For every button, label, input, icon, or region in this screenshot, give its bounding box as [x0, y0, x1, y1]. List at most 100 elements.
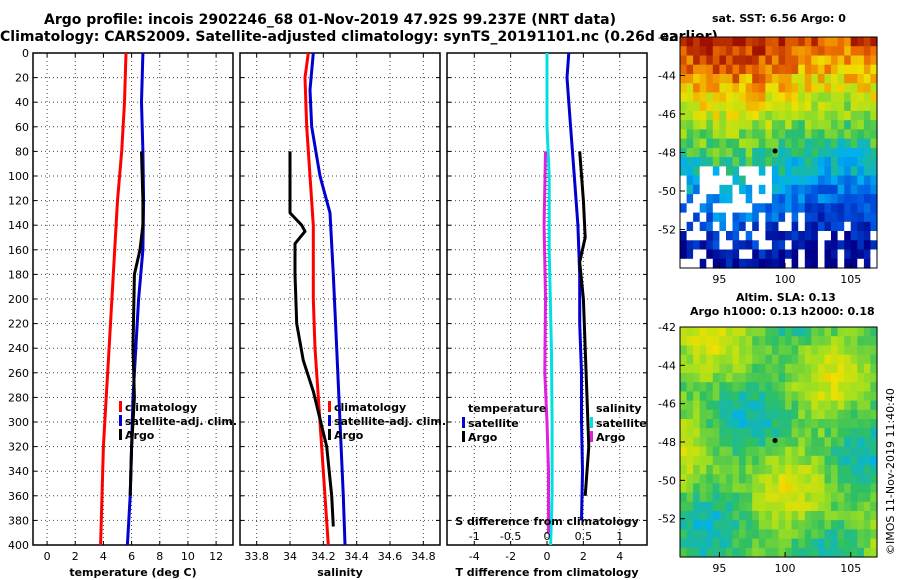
map-cell: [798, 101, 806, 112]
map-cell: [719, 455, 727, 466]
map-cell: [811, 157, 819, 167]
map-cell: [844, 391, 852, 402]
map-cell: [804, 240, 812, 251]
map-cell: [863, 194, 872, 204]
map-cell: [680, 74, 688, 84]
map-cell: [771, 175, 780, 186]
map-cell: [732, 184, 740, 195]
x-tick-label: 10: [181, 550, 195, 563]
map-cell: [844, 538, 852, 549]
map-cell: [857, 538, 865, 549]
map-cell: [752, 327, 760, 337]
map-cell: [785, 249, 793, 260]
map-cell: [817, 194, 826, 204]
map-cell: [850, 428, 858, 438]
map-cell: [870, 258, 878, 269]
map-cell: [699, 547, 707, 558]
map-cell: [680, 465, 688, 475]
map-cell: [785, 391, 793, 402]
map-cell: [752, 373, 760, 383]
map-cell: [844, 382, 852, 392]
map-cell: [765, 391, 773, 402]
map-cell: [680, 249, 688, 260]
map-cell: [791, 74, 799, 84]
map-cell: [758, 428, 766, 438]
map-cell: [732, 166, 740, 177]
x-axis-label: temperature (deg C): [69, 566, 196, 579]
map-cell: [686, 391, 694, 402]
depth-tick-label: 80: [15, 145, 29, 158]
map-cell: [844, 483, 852, 494]
map-cell: [719, 101, 727, 112]
map-cell: [699, 511, 707, 521]
map-cell: [739, 465, 747, 475]
map-cell: [837, 483, 845, 494]
s-tick-label: 1: [616, 530, 623, 543]
map-cell: [712, 373, 720, 383]
map-cell: [817, 428, 826, 438]
map-cell: [712, 327, 720, 337]
map-cell: [680, 101, 688, 112]
map-cell: [857, 46, 865, 56]
map-cell: [771, 336, 780, 346]
map-cell: [771, 194, 780, 204]
map-cell: [693, 354, 701, 365]
map-cell: [758, 147, 766, 158]
map-cell: [680, 336, 688, 346]
map-cell: [804, 157, 812, 167]
map-cell: [765, 110, 773, 121]
map-cell: [804, 501, 812, 512]
map-cell: [863, 483, 872, 494]
depth-tick-label: 360: [8, 490, 29, 503]
map-cell: [831, 465, 839, 475]
map-cell: [686, 336, 694, 346]
map-cell: [726, 437, 734, 448]
map-cell: [693, 194, 701, 204]
map-cell: [745, 547, 753, 558]
map-cell: [693, 147, 701, 158]
map-y-tick-label: -44: [658, 70, 676, 83]
map-cell: [771, 64, 780, 75]
map-cell: [850, 483, 858, 494]
map-cell: [824, 345, 832, 356]
map-cell: [726, 64, 734, 75]
map-cell: [686, 382, 694, 392]
map-cell: [686, 110, 694, 121]
map-cell: [824, 138, 832, 149]
map-cell: [824, 157, 832, 167]
map-cell: [712, 354, 720, 365]
map-cell: [726, 129, 734, 140]
map-cell: [752, 120, 760, 130]
map-cell: [837, 428, 845, 438]
map-cell: [844, 520, 852, 530]
map-cell: [817, 138, 826, 149]
map-cell: [771, 221, 780, 232]
map-cell: [732, 373, 740, 383]
map-cell: [850, 37, 858, 47]
map-cell: [831, 446, 839, 457]
map-cell: [824, 64, 832, 75]
map-cell: [680, 258, 688, 269]
map-cell: [798, 400, 806, 411]
map-cell: [791, 129, 799, 140]
map-cell: [844, 64, 852, 75]
map-cell: [771, 138, 780, 149]
map-cell: [732, 194, 740, 204]
legend-key: [328, 401, 331, 412]
map-cell: [824, 258, 832, 269]
map-cell: [798, 120, 806, 130]
map-cell: [752, 483, 760, 494]
map-cell: [719, 64, 727, 75]
map-cell: [699, 83, 707, 93]
map-cell: [758, 37, 766, 47]
map-cell: [817, 511, 826, 521]
map-cell: [804, 437, 812, 448]
map-cell: [686, 83, 694, 93]
map-cell: [726, 409, 734, 420]
map-cell: [837, 382, 845, 392]
map-cell: [804, 184, 812, 195]
map-cell: [824, 212, 832, 223]
map-cell: [765, 336, 773, 346]
map-cell: [726, 240, 734, 251]
map-cell: [804, 520, 812, 530]
